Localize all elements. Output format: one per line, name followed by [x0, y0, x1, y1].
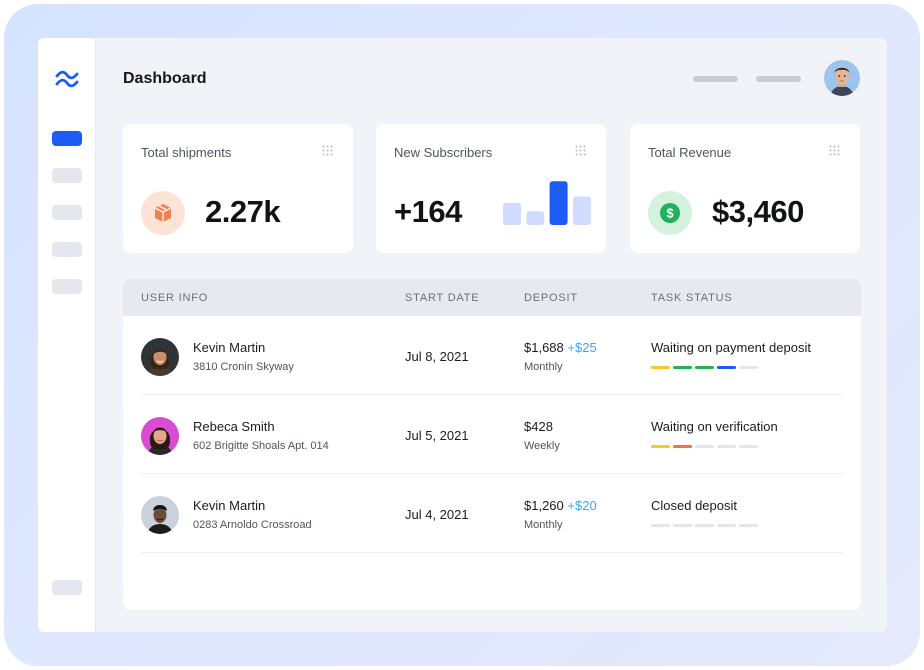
deposit-change: +$25 — [567, 340, 597, 355]
user-name: Kevin Martin — [193, 340, 266, 355]
user-address: 0283 Arnoldo Crossroad — [193, 519, 312, 531]
deposit-frequency: Weekly — [524, 440, 560, 452]
header-menu-item-1[interactable] — [693, 76, 738, 82]
row-divider — [141, 473, 843, 474]
avatar — [141, 338, 179, 376]
subscribers-value: +164 — [394, 194, 462, 229]
users-table: USER INFO START DATE DEPOSIT TASK STATUS… — [123, 279, 861, 610]
deposit-amount: $428 — [524, 419, 553, 434]
card-new-subscribers: New Subscribers +164 — [376, 124, 606, 253]
deposit-frequency: Monthly — [524, 361, 563, 373]
status-progress — [651, 445, 758, 448]
sidebar-item-4[interactable] — [52, 242, 82, 257]
progress-segment — [717, 524, 736, 527]
start-date: Jul 8, 2021 — [405, 349, 469, 364]
progress-segment — [695, 445, 714, 448]
sidebar — [38, 38, 96, 632]
app-window: Dashboard Total shipments — [38, 38, 887, 632]
row-divider — [141, 394, 843, 395]
shipments-value: 2.27k — [205, 194, 281, 229]
user-address: 602 Brigitte Shoals Apt. 014 — [193, 440, 329, 452]
subscribers-mini-chart — [503, 181, 591, 225]
table-row[interactable]: Kevin Martin 0283 Arnoldo Crossroad Jul … — [123, 474, 861, 553]
column-header-task-status[interactable]: TASK STATUS — [651, 292, 733, 304]
column-header-start-date[interactable]: START DATE — [405, 292, 480, 304]
deposit-change: +$20 — [567, 498, 597, 513]
task-status: Waiting on verification — [651, 419, 778, 434]
dollar-icon: $ — [648, 191, 692, 235]
progress-segment — [739, 524, 758, 527]
user-name: Rebeca Smith — [193, 419, 275, 434]
card-label: New Subscribers — [394, 145, 493, 160]
drag-dots-icon[interactable] — [829, 145, 840, 156]
table-header: USER INFO START DATE DEPOSIT TASK STATUS — [123, 279, 861, 316]
progress-segment — [651, 524, 670, 527]
start-date: Jul 5, 2021 — [405, 428, 469, 443]
progress-segment — [717, 366, 736, 369]
progress-segment — [717, 445, 736, 448]
column-header-user-info[interactable]: USER INFO — [141, 292, 209, 304]
card-total-revenue: Total Revenue $ $3,460 — [630, 124, 860, 253]
progress-segment — [673, 524, 692, 527]
progress-segment — [695, 524, 714, 527]
sidebar-item-5[interactable] — [52, 279, 82, 294]
avatar — [141, 417, 179, 455]
table-row[interactable]: Rebeca Smith 602 Brigitte Shoals Apt. 01… — [123, 395, 861, 474]
deposit-frequency: Monthly — [524, 519, 563, 531]
progress-segment — [739, 366, 758, 369]
column-header-deposit[interactable]: DEPOSIT — [524, 292, 578, 304]
drag-dots-icon[interactable] — [322, 145, 333, 156]
svg-text:$: $ — [666, 206, 674, 221]
card-label: Total Revenue — [648, 145, 732, 160]
mini-chart-bar — [526, 211, 545, 225]
sidebar-item-3[interactable] — [52, 205, 82, 220]
task-status: Waiting on payment deposit — [651, 340, 811, 355]
status-progress — [651, 366, 758, 369]
package-icon — [141, 191, 185, 235]
progress-segment — [739, 445, 758, 448]
user-address: 3810 Cronin Skyway — [193, 361, 294, 373]
start-date: Jul 4, 2021 — [405, 507, 469, 522]
task-status: Closed deposit — [651, 498, 737, 513]
deposit-amount: $1,688 +$25 — [524, 340, 597, 355]
deposit-amount: $1,260 +$20 — [524, 498, 597, 513]
page-title: Dashboard — [123, 70, 207, 87]
mini-chart-bar — [549, 181, 568, 225]
mini-chart-bar — [503, 202, 521, 225]
revenue-value: $3,460 — [712, 194, 804, 229]
user-name: Kevin Martin — [193, 498, 266, 513]
progress-segment — [673, 445, 692, 448]
user-avatar[interactable] — [824, 60, 860, 96]
table-row[interactable]: Kevin Martin 3810 Cronin Skyway Jul 8, 2… — [123, 316, 861, 395]
sidebar-item-dashboard[interactable] — [52, 131, 82, 146]
drag-dots-icon[interactable] — [575, 145, 586, 156]
avatar — [141, 496, 179, 534]
header-menu-item-2[interactable] — [756, 76, 801, 82]
card-label: Total shipments — [141, 145, 232, 160]
sidebar-item-2[interactable] — [52, 168, 82, 183]
progress-segment — [651, 445, 670, 448]
mini-chart-bar — [572, 196, 591, 225]
waves-logo-icon[interactable] — [55, 68, 79, 90]
progress-segment — [673, 366, 692, 369]
status-progress — [651, 524, 758, 527]
card-total-shipments: Total shipments 2.27k — [123, 124, 353, 253]
sidebar-item-settings[interactable] — [52, 580, 82, 595]
progress-segment — [695, 366, 714, 369]
row-divider — [141, 552, 843, 553]
progress-segment — [651, 366, 670, 369]
